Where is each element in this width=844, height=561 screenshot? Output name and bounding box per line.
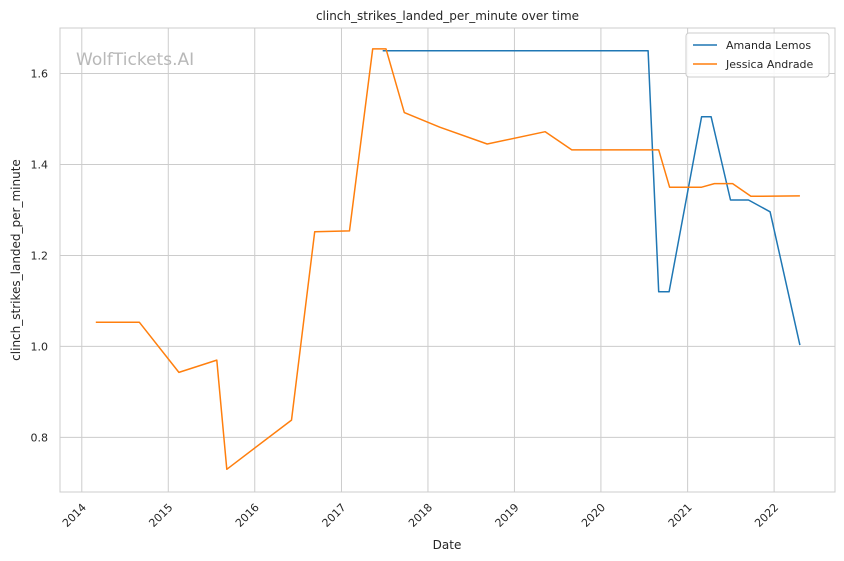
series-line-jessica-andrade — [95, 48, 800, 471]
y-tick-labels: 0.8 1.0 1.2 1.4 1.6 — [31, 67, 49, 444]
y-tick-label: 1.0 — [31, 340, 49, 353]
y-axis-title: clinch_strikes_landed_per_minute — [9, 159, 23, 361]
plot-area-border — [59, 27, 836, 493]
x-axis-title: Date — [433, 538, 462, 552]
y-tick-label: 1.2 — [31, 249, 49, 262]
legend-label-amanda-lemos: Amanda Lemos — [726, 39, 811, 52]
legend-label-jessica-andrade: Jessica Andrade — [725, 58, 814, 71]
legend-box — [685, 32, 830, 78]
watermark-text: WolfTickets.AI — [76, 50, 194, 70]
series-line-amanda-lemos — [382, 49, 801, 346]
series-lines — [95, 48, 801, 471]
y-tick-label: 1.6 — [31, 67, 49, 80]
legend: Amanda Lemos Jessica Andrade — [685, 32, 830, 78]
y-tick-label: 1.4 — [31, 158, 49, 171]
y-tick-label: 0.8 — [31, 431, 49, 444]
chart-title: clinch_strikes_landed_per_minute over ti… — [316, 9, 579, 23]
